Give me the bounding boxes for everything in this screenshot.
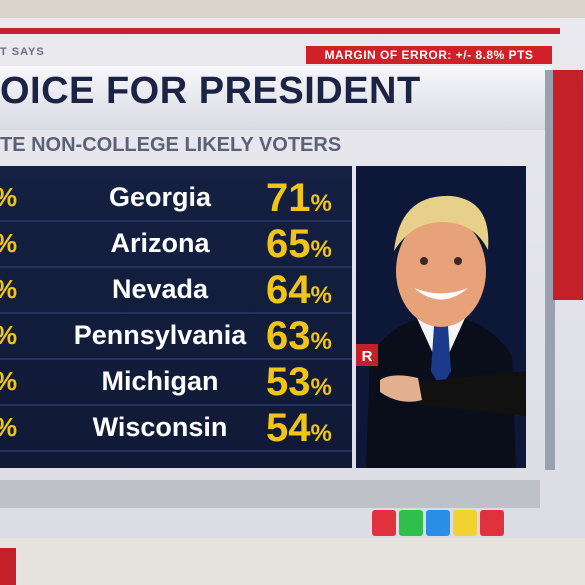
state-name: Georgia (108, 182, 212, 212)
state-value: 53% (266, 360, 332, 404)
state-value: 64% (266, 268, 332, 312)
results-panel: % Georgia 71% % Arizona 65% % Nevada 64%… (0, 166, 352, 468)
left-cropped-percent: % (0, 182, 17, 213)
state-name: Nevada (111, 274, 209, 304)
party-badge-bg (356, 344, 378, 366)
state-name: Michigan (101, 366, 219, 396)
graphic-subtitle: TE NON-COLLEGE LIKELY VOTERS (0, 134, 342, 156)
graphic-title: OICE FOR PRESIDENT (0, 70, 421, 112)
source-label: T SAYS (0, 46, 45, 58)
title-bar (0, 66, 552, 130)
candidate-portrait: R (356, 166, 526, 468)
state-row-michigan: % Michigan 53% (0, 360, 352, 406)
screen-bottom-frame (0, 480, 540, 508)
green-button[interactable] (399, 510, 423, 536)
state-row-nevada: % Nevada 64% (0, 268, 352, 314)
state-row-arizona: % Arizona 65% (0, 222, 352, 268)
state-name: Pennsylvania (73, 320, 247, 350)
left-cropped-percent: % (0, 366, 17, 397)
screen-edge (545, 70, 555, 470)
state-value: 63% (266, 314, 332, 358)
studio-floor (0, 538, 585, 585)
state-name: Arizona (110, 228, 210, 258)
party-badge: R (362, 348, 373, 365)
left-cropped-percent: % (0, 320, 17, 351)
left-cropped-percent: % (0, 274, 17, 305)
yellow-button[interactable] (453, 510, 477, 536)
header-red-line (0, 28, 560, 34)
blue-button[interactable] (426, 510, 450, 536)
left-cropped-percent: % (0, 412, 17, 443)
side-red-panel (553, 70, 583, 300)
tv-bezel-top (0, 0, 585, 18)
state-name: Wisconsin (92, 412, 228, 442)
red-button-2[interactable] (480, 510, 504, 536)
red-button[interactable] (372, 510, 396, 536)
state-row-wisconsin: % Wisconsin 54% (0, 406, 352, 452)
state-value: 54% (266, 406, 332, 450)
state-value: 71% (266, 176, 332, 220)
state-row-georgia: % Georgia 71% (0, 176, 352, 222)
left-cropped-percent: % (0, 228, 17, 259)
margin-of-error-badge: MARGIN OF ERROR: +/- 8.8% PTS (306, 46, 552, 64)
state-row-pennsylvania: % Pennsylvania 63% (0, 314, 352, 360)
corner-red-accent (0, 548, 16, 585)
candidate-photo-panel: R (356, 166, 526, 468)
state-value: 65% (266, 222, 332, 266)
anchor-hand (380, 375, 422, 402)
